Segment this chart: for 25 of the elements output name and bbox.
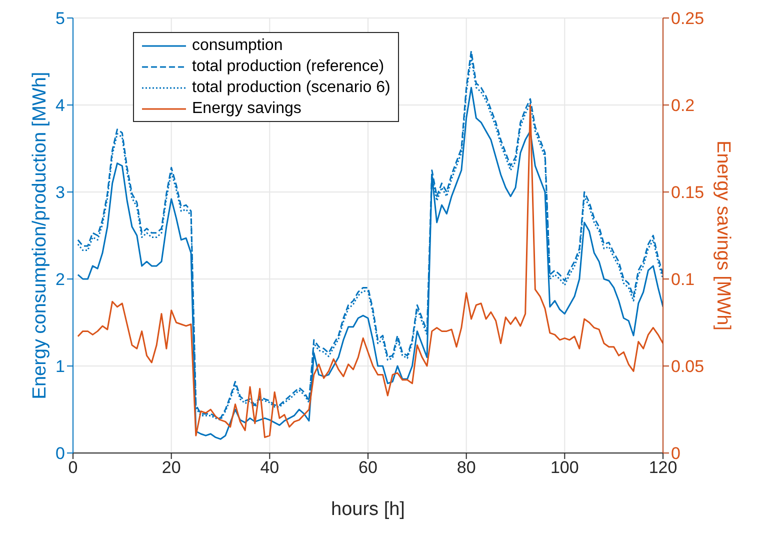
y2-tick-label: 0.2 <box>671 96 695 116</box>
y2-axis-title: Energy savings [MWh] <box>712 140 734 331</box>
x-tick-label: 0 <box>68 458 78 478</box>
legend-label: Energy savings <box>192 99 302 119</box>
y2-tick-label: 0.15 <box>671 183 704 202</box>
x-tick-label: 20 <box>162 458 181 478</box>
y-tick-label: 2 <box>56 270 65 290</box>
y-tick-label: 1 <box>56 357 65 376</box>
y-axis-title: Energy consumption/production [MWh] <box>30 72 50 400</box>
legend-label: total production (scenario 6) <box>192 78 390 98</box>
y-tick-label: 5 <box>56 9 65 28</box>
legend-label: consumption <box>192 36 283 56</box>
x-tick-label: 80 <box>456 458 476 478</box>
y-tick-label: 0 <box>56 444 65 464</box>
y2-tick-label: 0.1 <box>671 270 695 290</box>
y-tick-label: 4 <box>56 96 65 116</box>
x-axis-title: hours [h] <box>331 499 405 520</box>
x-tick-label: 100 <box>550 458 579 478</box>
y-tick-label: 3 <box>56 183 65 202</box>
x-tick-label: 40 <box>260 458 280 478</box>
y2-tick-label: 0.25 <box>671 9 704 28</box>
y2-tick-label: 0.05 <box>671 357 704 376</box>
x-tick-label: 60 <box>358 458 378 478</box>
x-tick-label: 120 <box>648 458 678 478</box>
legend-label: total production (reference) <box>192 57 384 77</box>
